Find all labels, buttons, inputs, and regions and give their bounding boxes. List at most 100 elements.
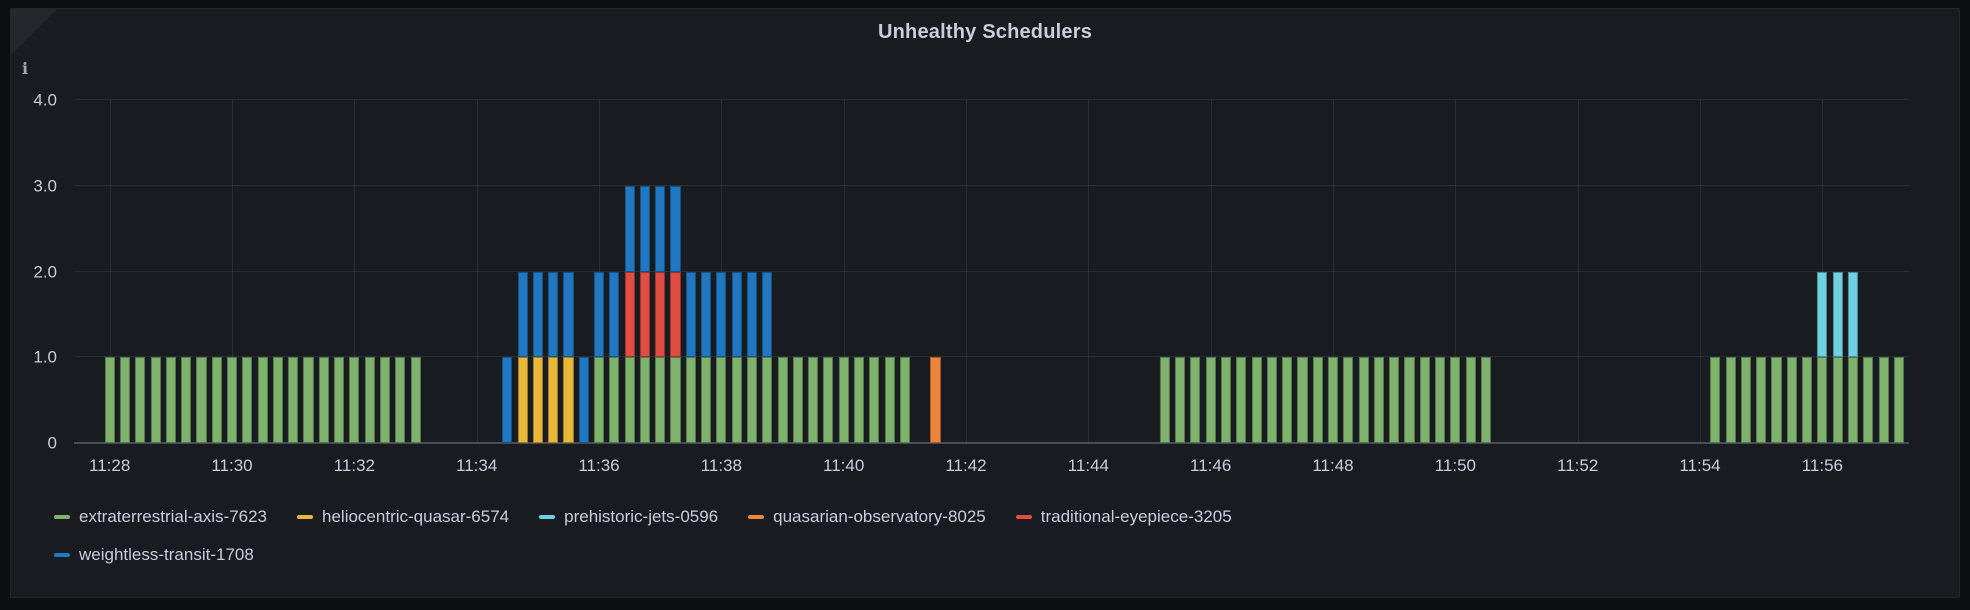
bar-segment-extraterrestrial-axis-7623[interactable] bbox=[1297, 357, 1308, 443]
bar-segment-weightless-transit-1708[interactable] bbox=[762, 271, 773, 358]
bar-segment-quasarian-observatory-8025[interactable] bbox=[930, 357, 941, 443]
bar-segment-extraterrestrial-axis-7623[interactable] bbox=[1159, 357, 1170, 443]
bar-segment-extraterrestrial-axis-7623[interactable] bbox=[410, 357, 421, 443]
bar-segment-extraterrestrial-axis-7623[interactable] bbox=[1236, 357, 1247, 443]
bar-segment-extraterrestrial-axis-7623[interactable] bbox=[1435, 357, 1446, 443]
panel-title[interactable]: Unhealthy Schedulers bbox=[877, 21, 1093, 43]
bar-segment-extraterrestrial-axis-7623[interactable] bbox=[1725, 357, 1736, 443]
bar-segment-traditional-eyepiece-3205[interactable] bbox=[639, 271, 650, 358]
bar-segment-extraterrestrial-axis-7623[interactable] bbox=[716, 357, 727, 443]
bar-segment-extraterrestrial-axis-7623[interactable] bbox=[379, 357, 390, 443]
legend-item-extraterrestrial-axis-7623[interactable]: extraterrestrial-axis-7623 bbox=[54, 501, 267, 533]
plot-area[interactable] bbox=[74, 99, 1909, 444]
bar-segment-traditional-eyepiece-3205[interactable] bbox=[655, 271, 666, 358]
legend-item-traditional-eyepiece-3205[interactable]: traditional-eyepiece-3205 bbox=[1015, 501, 1232, 533]
bar-segment-extraterrestrial-axis-7623[interactable] bbox=[1893, 357, 1904, 443]
bar-segment-extraterrestrial-axis-7623[interactable] bbox=[884, 357, 895, 443]
bar-segment-extraterrestrial-axis-7623[interactable] bbox=[1190, 357, 1201, 443]
bar-segment-extraterrestrial-axis-7623[interactable] bbox=[303, 357, 314, 443]
bar-segment-extraterrestrial-axis-7623[interactable] bbox=[1832, 357, 1843, 443]
bar-segment-extraterrestrial-axis-7623[interactable] bbox=[1771, 357, 1782, 443]
bar-segment-extraterrestrial-axis-7623[interactable] bbox=[1878, 357, 1889, 443]
bar-segment-extraterrestrial-axis-7623[interactable] bbox=[869, 357, 880, 443]
bar-segment-extraterrestrial-axis-7623[interactable] bbox=[746, 357, 757, 443]
bar-segment-extraterrestrial-axis-7623[interactable] bbox=[685, 357, 696, 443]
bar-segment-extraterrestrial-axis-7623[interactable] bbox=[181, 357, 192, 443]
bar-segment-extraterrestrial-axis-7623[interactable] bbox=[853, 357, 865, 443]
bar-segment-weightless-transit-1708[interactable] bbox=[655, 185, 666, 272]
bar-segment-prehistoric-jets-0596[interactable] bbox=[1847, 271, 1858, 358]
bar-segment-heliocentric-quasar-6574[interactable] bbox=[517, 357, 528, 443]
bar-segment-prehistoric-jets-0596[interactable] bbox=[1832, 271, 1843, 358]
bar-segment-weightless-transit-1708[interactable] bbox=[685, 271, 696, 358]
bar-segment-extraterrestrial-axis-7623[interactable] bbox=[395, 357, 406, 443]
bar-segment-weightless-transit-1708[interactable] bbox=[578, 357, 589, 443]
bar-segment-extraterrestrial-axis-7623[interactable] bbox=[364, 357, 375, 443]
bar-segment-extraterrestrial-axis-7623[interactable] bbox=[1710, 357, 1721, 443]
bar-segment-extraterrestrial-axis-7623[interactable] bbox=[808, 357, 819, 443]
bar-segment-heliocentric-quasar-6574[interactable] bbox=[532, 357, 543, 443]
bar-segment-extraterrestrial-axis-7623[interactable] bbox=[1343, 357, 1354, 443]
bar-segment-extraterrestrial-axis-7623[interactable] bbox=[349, 357, 360, 443]
bar-segment-extraterrestrial-axis-7623[interactable] bbox=[1282, 357, 1293, 443]
bar-segment-extraterrestrial-axis-7623[interactable] bbox=[593, 357, 605, 443]
bar-segment-extraterrestrial-axis-7623[interactable] bbox=[1205, 357, 1216, 443]
bar-segment-weightless-transit-1708[interactable] bbox=[701, 271, 712, 358]
bar-segment-extraterrestrial-axis-7623[interactable] bbox=[1373, 357, 1384, 443]
bar-segment-weightless-transit-1708[interactable] bbox=[502, 357, 513, 443]
bar-segment-extraterrestrial-axis-7623[interactable] bbox=[639, 357, 650, 443]
bar-segment-extraterrestrial-axis-7623[interactable] bbox=[1480, 357, 1491, 443]
bar-segment-extraterrestrial-axis-7623[interactable] bbox=[1389, 357, 1400, 443]
bar-segment-extraterrestrial-axis-7623[interactable] bbox=[226, 357, 238, 443]
bar-segment-traditional-eyepiece-3205[interactable] bbox=[670, 271, 681, 358]
bar-segment-extraterrestrial-axis-7623[interactable] bbox=[119, 357, 131, 443]
bar-segment-extraterrestrial-axis-7623[interactable] bbox=[670, 357, 681, 443]
bar-segment-extraterrestrial-axis-7623[interactable] bbox=[135, 357, 146, 443]
bar-segment-extraterrestrial-axis-7623[interactable] bbox=[1817, 357, 1828, 443]
bar-segment-extraterrestrial-axis-7623[interactable] bbox=[624, 357, 635, 443]
bar-segment-extraterrestrial-axis-7623[interactable] bbox=[1802, 357, 1813, 443]
bar-segment-extraterrestrial-axis-7623[interactable] bbox=[272, 357, 283, 443]
bar-segment-extraterrestrial-axis-7623[interactable] bbox=[257, 357, 268, 443]
bar-segment-extraterrestrial-axis-7623[interactable] bbox=[1786, 357, 1797, 443]
bar-segment-extraterrestrial-axis-7623[interactable] bbox=[655, 357, 666, 443]
bar-segment-weightless-transit-1708[interactable] bbox=[609, 271, 620, 358]
bar-segment-weightless-transit-1708[interactable] bbox=[624, 185, 635, 272]
bar-segment-extraterrestrial-axis-7623[interactable] bbox=[1465, 357, 1476, 443]
legend-item-weightless-transit-1708[interactable]: weightless-transit-1708 bbox=[54, 539, 254, 571]
bar-segment-extraterrestrial-axis-7623[interactable] bbox=[318, 357, 329, 443]
bar-segment-extraterrestrial-axis-7623[interactable] bbox=[1251, 357, 1262, 443]
bar-segment-weightless-transit-1708[interactable] bbox=[639, 185, 650, 272]
bar-segment-extraterrestrial-axis-7623[interactable] bbox=[1419, 357, 1430, 443]
bar-segment-extraterrestrial-axis-7623[interactable] bbox=[104, 357, 115, 443]
bar-segment-heliocentric-quasar-6574[interactable] bbox=[563, 357, 574, 443]
bar-segment-extraterrestrial-axis-7623[interactable] bbox=[1175, 357, 1186, 443]
bar-segment-extraterrestrial-axis-7623[interactable] bbox=[1863, 357, 1874, 443]
bar-segment-extraterrestrial-axis-7623[interactable] bbox=[823, 357, 834, 443]
panel-info-corner[interactable]: i bbox=[11, 9, 57, 78]
legend-item-quasarian-observatory-8025[interactable]: quasarian-observatory-8025 bbox=[748, 501, 986, 533]
bar-segment-traditional-eyepiece-3205[interactable] bbox=[624, 271, 635, 358]
bar-segment-weightless-transit-1708[interactable] bbox=[593, 271, 605, 358]
bar-segment-weightless-transit-1708[interactable] bbox=[548, 271, 559, 358]
bar-segment-extraterrestrial-axis-7623[interactable] bbox=[838, 357, 849, 443]
bar-segment-extraterrestrial-axis-7623[interactable] bbox=[1404, 357, 1415, 443]
bar-segment-weightless-transit-1708[interactable] bbox=[746, 271, 757, 358]
bar-segment-extraterrestrial-axis-7623[interactable] bbox=[1312, 357, 1323, 443]
bar-segment-extraterrestrial-axis-7623[interactable] bbox=[334, 357, 345, 443]
legend-item-heliocentric-quasar-6574[interactable]: heliocentric-quasar-6574 bbox=[297, 501, 509, 533]
bar-segment-extraterrestrial-axis-7623[interactable] bbox=[150, 357, 161, 443]
bar-segment-extraterrestrial-axis-7623[interactable] bbox=[899, 357, 910, 443]
bar-segment-extraterrestrial-axis-7623[interactable] bbox=[1266, 357, 1277, 443]
bar-segment-extraterrestrial-axis-7623[interactable] bbox=[792, 357, 803, 443]
bar-segment-extraterrestrial-axis-7623[interactable] bbox=[242, 357, 253, 443]
bar-segment-weightless-transit-1708[interactable] bbox=[670, 185, 681, 272]
bar-segment-extraterrestrial-axis-7623[interactable] bbox=[1740, 357, 1751, 443]
bar-segment-extraterrestrial-axis-7623[interactable] bbox=[288, 357, 299, 443]
bar-segment-weightless-transit-1708[interactable] bbox=[563, 271, 574, 358]
bar-segment-extraterrestrial-axis-7623[interactable] bbox=[211, 357, 222, 443]
bar-segment-extraterrestrial-axis-7623[interactable] bbox=[731, 357, 742, 443]
bar-segment-extraterrestrial-axis-7623[interactable] bbox=[165, 357, 176, 443]
bar-segment-extraterrestrial-axis-7623[interactable] bbox=[701, 357, 712, 443]
bar-segment-extraterrestrial-axis-7623[interactable] bbox=[1450, 357, 1461, 443]
